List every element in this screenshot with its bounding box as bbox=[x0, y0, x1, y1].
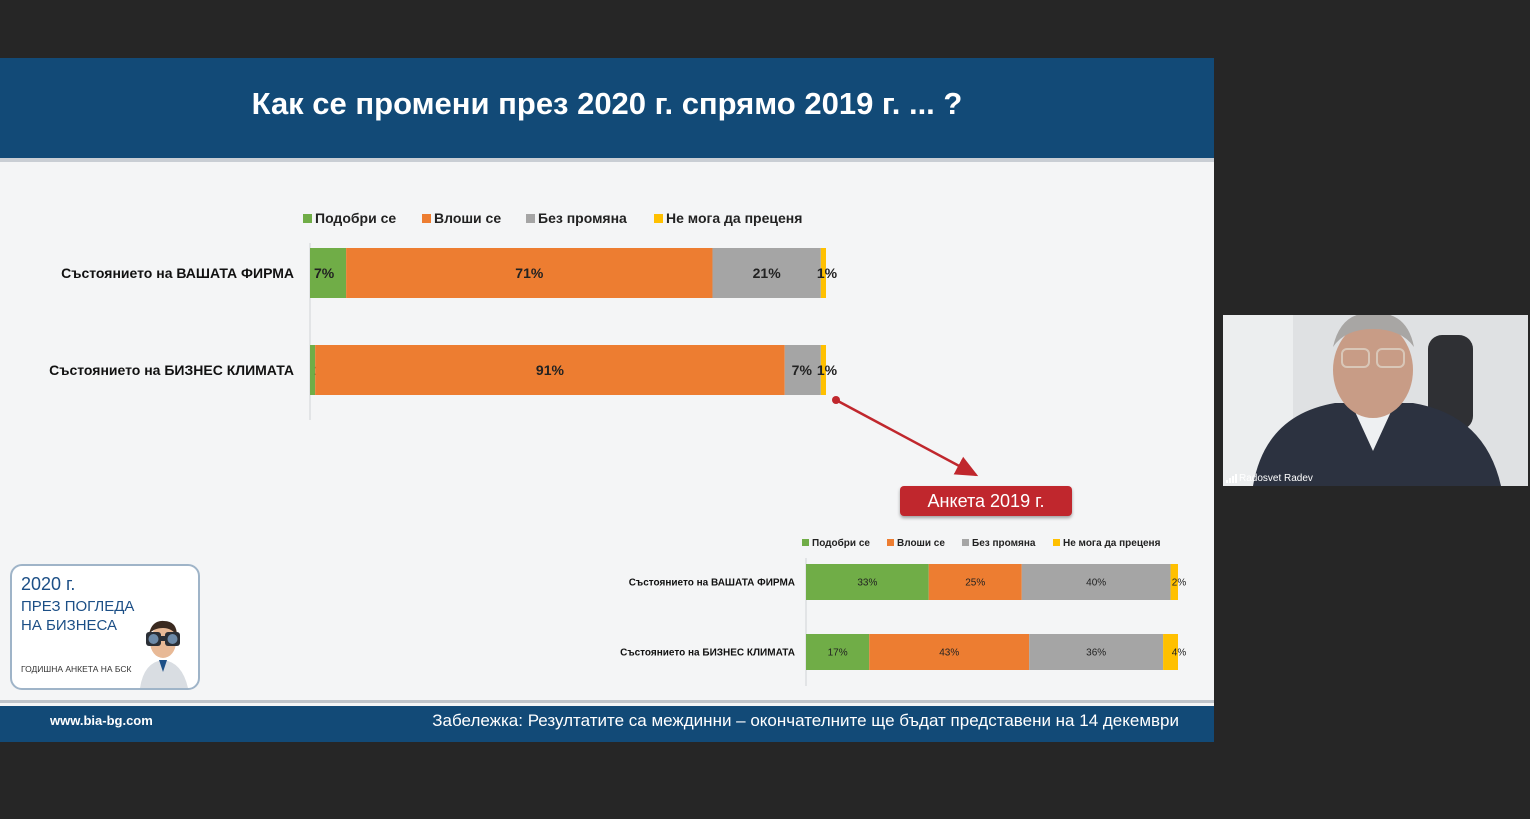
callout-survey-2019: Анкета 2019 г. bbox=[900, 486, 1072, 516]
inset-bar-segment bbox=[1021, 564, 1171, 600]
main-bar-segment bbox=[712, 248, 821, 298]
binoculars-man-icon bbox=[140, 620, 188, 688]
inset-bar-segment bbox=[869, 634, 1030, 670]
header-divider bbox=[0, 158, 1214, 162]
survey-logo: 2020 г. ПРЕЗ ПОГЛЕДА НА БИЗНЕСА ГОДИШНА … bbox=[10, 564, 200, 690]
main-legend-label: Без промяна bbox=[538, 210, 627, 226]
inset-legend-swatch bbox=[802, 539, 809, 546]
footer-note: Забележка: Резултатите са междинни – око… bbox=[432, 711, 1179, 730]
inset-legend-label: Не мога да преценя bbox=[1063, 538, 1161, 549]
inset-category-label: Състоянието на БИЗНЕС КЛИМАТА bbox=[620, 648, 795, 659]
inset-chart-2019: Подобри се Влоши се Без промяна Не мога да … bbox=[620, 537, 1187, 686]
inset-legend-label: Без промяна bbox=[972, 538, 1036, 549]
slide-title: Как се промени през 2020 г. спрямо 2019 … bbox=[251, 86, 963, 121]
signal-strength-icon bbox=[1226, 474, 1237, 483]
participant-video bbox=[1223, 315, 1528, 486]
arrow-line bbox=[835, 398, 979, 477]
footer-divider bbox=[0, 700, 1214, 703]
callout-arrow bbox=[832, 396, 979, 477]
main-bar-segment bbox=[346, 248, 713, 298]
inset-data-label: 40% bbox=[1086, 578, 1106, 589]
main-legend-swatch bbox=[303, 214, 312, 223]
slide-header: Как се промени през 2020 г. спрямо 2019 … bbox=[0, 58, 1214, 158]
main-bar-segment bbox=[820, 248, 826, 298]
main-bar-segment bbox=[784, 345, 821, 395]
logo-subtitle: ГОДИШНА АНКЕТА НА БСК bbox=[21, 664, 132, 674]
main-data-label: 21% bbox=[753, 265, 782, 281]
inset-data-label: 25% bbox=[965, 578, 985, 589]
inset-bar-segment bbox=[806, 564, 929, 600]
inset-bar-segment bbox=[928, 564, 1022, 600]
inset-legend-label: Влоши се bbox=[897, 538, 945, 549]
main-bar-segment bbox=[310, 248, 347, 298]
inset-bar-segment bbox=[1163, 634, 1178, 670]
main-legend-swatch bbox=[654, 214, 663, 223]
main-legend-swatch bbox=[526, 214, 535, 223]
inset-data-label: 2% bbox=[1172, 578, 1187, 589]
inset-legend-swatch bbox=[887, 539, 894, 546]
main-bar-segment bbox=[820, 345, 826, 395]
footer-url[interactable]: www.bia-bg.com bbox=[50, 713, 153, 728]
main-legend-label: Подобри се bbox=[315, 210, 396, 226]
participant-name: Radosvet Radev bbox=[1239, 473, 1313, 484]
logo-line-1: ПРЕЗ ПОГЛЕДА bbox=[21, 598, 135, 615]
slide: Как се промени през 2020 г. спрямо 2019 … bbox=[0, 58, 1214, 742]
main-data-label: 91% bbox=[536, 362, 565, 378]
inset-data-label: 33% bbox=[857, 578, 877, 589]
inset-legend-swatch bbox=[1053, 539, 1060, 546]
inset-bar-segment bbox=[806, 634, 870, 670]
main-bar-segment bbox=[310, 345, 316, 395]
inset-data-label: 43% bbox=[939, 648, 959, 659]
main-legend-swatch bbox=[422, 214, 431, 223]
inset-legend-swatch bbox=[962, 539, 969, 546]
inset-legend-label: Подобри се bbox=[812, 537, 870, 549]
main-data-label: 71% bbox=[515, 265, 544, 281]
inset-bar-segment bbox=[1170, 564, 1178, 600]
logo-line-2: НА БИЗНЕСА bbox=[21, 617, 118, 634]
main-data-label: 7% bbox=[314, 265, 335, 281]
main-category-label: Състоянието на БИЗНЕС КЛИМАТА bbox=[49, 362, 294, 378]
main-category-label: Състоянието на ВАШАТА ФИРМА bbox=[61, 265, 294, 281]
webcam-tile[interactable]: Radosvet Radev bbox=[1223, 315, 1528, 486]
inset-category-label: Състоянието на ВАШАТА ФИРМА bbox=[629, 578, 795, 589]
main-chart: Подобри се Влоши се Без промяна Не мога да … bbox=[49, 210, 838, 420]
main-legend-label: Не мога да преценя bbox=[666, 210, 802, 226]
inset-data-label: 17% bbox=[828, 648, 848, 659]
main-data-label: 7% bbox=[792, 362, 813, 378]
inset-bar-segment bbox=[1029, 634, 1164, 670]
main-bar-segment bbox=[315, 345, 785, 395]
main-legend-label: Влоши се bbox=[434, 210, 501, 226]
inset-data-label: 4% bbox=[1172, 648, 1187, 659]
logo-year: 2020 г. bbox=[21, 574, 76, 594]
footer-bar bbox=[0, 706, 1214, 742]
main-data-label: 1% bbox=[817, 265, 838, 281]
inset-data-label: 36% bbox=[1086, 648, 1106, 659]
main-data-label: 1% bbox=[817, 362, 838, 378]
